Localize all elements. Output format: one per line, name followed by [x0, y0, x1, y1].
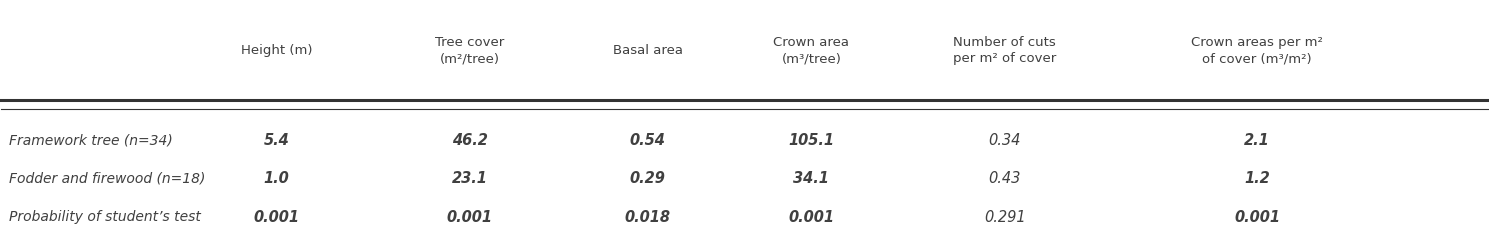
Text: 105.1: 105.1	[788, 133, 834, 148]
Text: Fodder and firewood (n=18): Fodder and firewood (n=18)	[9, 171, 205, 185]
Text: 5.4: 5.4	[264, 133, 289, 148]
Text: Crown areas per m²
of cover (m³/m²): Crown areas per m² of cover (m³/m²)	[1191, 36, 1324, 65]
Text: 0.29: 0.29	[630, 171, 666, 186]
Text: 0.001: 0.001	[788, 209, 834, 224]
Text: Number of cuts
per m² of cover: Number of cuts per m² of cover	[953, 36, 1056, 65]
Text: 0.34: 0.34	[989, 133, 1021, 148]
Text: 0.54: 0.54	[630, 133, 666, 148]
Text: 0.43: 0.43	[989, 171, 1021, 186]
Text: Height (m): Height (m)	[241, 44, 313, 57]
Text: 46.2: 46.2	[451, 133, 487, 148]
Text: 2.1: 2.1	[1245, 133, 1270, 148]
Text: Crown area
(m³/tree): Crown area (m³/tree)	[773, 36, 849, 65]
Text: Basal area: Basal area	[613, 44, 683, 57]
Text: 34.1: 34.1	[794, 171, 829, 186]
Text: 0.018: 0.018	[625, 209, 672, 224]
Text: 0.001: 0.001	[447, 209, 493, 224]
Text: 1.0: 1.0	[264, 171, 289, 186]
Text: Probability of student’s test: Probability of student’s test	[9, 209, 201, 223]
Text: 23.1: 23.1	[451, 171, 487, 186]
Text: 1.2: 1.2	[1245, 171, 1270, 186]
Text: 0.001: 0.001	[1234, 209, 1281, 224]
Text: Framework tree (n=34): Framework tree (n=34)	[9, 133, 173, 147]
Text: 0.001: 0.001	[253, 209, 299, 224]
Text: Tree cover
(m²/tree): Tree cover (m²/tree)	[435, 36, 505, 65]
Text: 0.291: 0.291	[984, 209, 1026, 224]
